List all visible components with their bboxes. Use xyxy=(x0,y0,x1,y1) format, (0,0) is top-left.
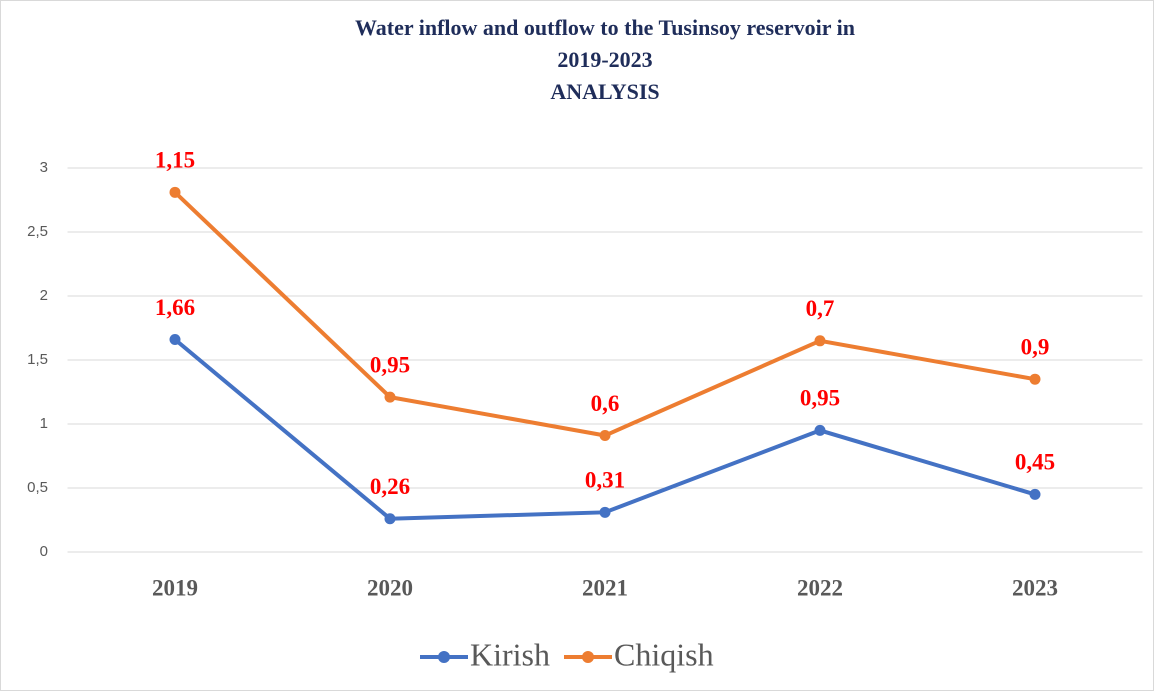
y-tick-label: 0,5 xyxy=(27,479,48,496)
x-tick-label: 2023 xyxy=(1012,575,1058,600)
x-tick-label: 2020 xyxy=(367,575,413,600)
y-tick-label: 1,5 xyxy=(27,351,48,368)
legend-marker xyxy=(438,651,450,663)
y-tick-label: 1 xyxy=(40,415,48,432)
legend-label: Chiqish xyxy=(614,636,714,672)
data-point xyxy=(814,335,826,347)
data-label: 0,9 xyxy=(1021,334,1050,359)
x-tick-label: 2021 xyxy=(582,575,628,600)
data-label: 0,26 xyxy=(370,474,410,499)
data-point xyxy=(1029,373,1041,385)
chart-title: ANALYSIS xyxy=(550,79,659,104)
chart-title: 2019-2023 xyxy=(557,47,652,72)
y-tick-label: 2 xyxy=(40,287,48,304)
x-tick-label: 2022 xyxy=(797,575,843,600)
data-point xyxy=(599,506,611,518)
x-tick-label: 2019 xyxy=(152,575,198,600)
data-point xyxy=(1029,488,1041,500)
data-label: 0,7 xyxy=(806,296,835,321)
data-point xyxy=(169,186,181,198)
data-point xyxy=(384,513,396,525)
chart-title: Water inflow and outflow to the Tusinsoy… xyxy=(355,15,855,40)
y-tick-label: 0 xyxy=(40,543,48,560)
data-point xyxy=(169,334,181,346)
legend-marker xyxy=(582,651,594,663)
data-point xyxy=(599,430,611,442)
data-point xyxy=(814,424,826,436)
data-label: 0,31 xyxy=(585,468,625,493)
data-label: 0,95 xyxy=(800,386,840,411)
legend-label: Kirish xyxy=(470,636,550,672)
y-tick-label: 3 xyxy=(40,159,48,176)
data-label: 1,66 xyxy=(155,295,195,320)
data-point xyxy=(384,391,396,403)
data-label: 1,15 xyxy=(155,148,195,173)
y-tick-label: 2,5 xyxy=(27,223,48,240)
data-label: 0,95 xyxy=(370,352,410,377)
data-label: 0,6 xyxy=(591,391,620,416)
data-label: 0,45 xyxy=(1015,450,1055,475)
